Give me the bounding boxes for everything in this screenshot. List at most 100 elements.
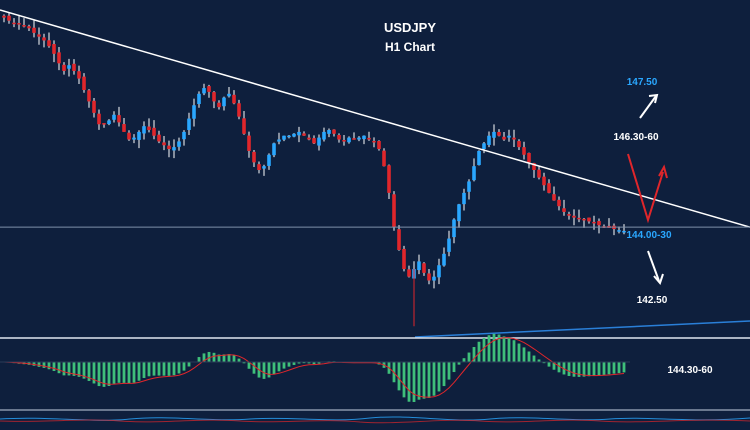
candle-body (112, 114, 116, 120)
candle-body (142, 126, 146, 134)
candle-body (117, 115, 121, 123)
candle-body (552, 194, 556, 201)
candle-body (147, 126, 151, 130)
histogram-bar (522, 347, 526, 362)
candle-body (372, 140, 376, 143)
candle-body (92, 100, 96, 113)
candle-body (502, 136, 506, 140)
histogram-bar (497, 334, 501, 362)
candle-body (362, 135, 366, 140)
candle-body (152, 127, 156, 136)
candle-body (452, 219, 456, 238)
candle-body (567, 214, 571, 216)
histogram-bar (527, 351, 531, 362)
histogram-bar (447, 362, 451, 380)
histogram-bar (607, 362, 611, 375)
histogram-bar (487, 335, 491, 362)
histogram-bar (157, 362, 161, 376)
histogram-bar (492, 333, 496, 362)
histogram-bar (77, 362, 81, 377)
candle-body (192, 105, 196, 119)
candle-body (252, 151, 256, 163)
histogram-bar (507, 337, 511, 362)
candle-body (62, 64, 66, 71)
candle-body (472, 166, 476, 181)
candle-body (327, 130, 331, 134)
candle-body (197, 93, 201, 105)
candle-body (52, 44, 56, 54)
candle-body (37, 34, 41, 37)
candle-body (2, 15, 6, 18)
histogram-bar (317, 362, 321, 364)
histogram-bar (427, 362, 431, 398)
candle-body (467, 181, 471, 192)
histogram-bar (477, 341, 481, 362)
candle-body (597, 221, 601, 226)
projection-red-arrowhead (658, 164, 668, 179)
candle-body (592, 221, 596, 224)
histogram-bar (137, 362, 141, 381)
candle-body (202, 88, 206, 94)
histogram-bar (217, 354, 221, 362)
candle-body (317, 137, 321, 146)
candle-body (447, 238, 451, 252)
candle-body (12, 22, 16, 25)
candle-body (367, 137, 371, 140)
candle-body (107, 120, 111, 125)
annotation-146-30-60: 146.30-60 (613, 132, 658, 143)
histogram-signal-line (3, 337, 625, 398)
candle-body (32, 27, 36, 33)
histogram-bar (207, 351, 211, 362)
histogram-bar (227, 354, 231, 362)
candle-body (27, 26, 31, 29)
candle-body (477, 150, 481, 166)
candle-body (582, 218, 586, 221)
candle-body (517, 141, 521, 148)
candle-body (87, 90, 91, 102)
candle-body (352, 138, 356, 140)
up-target-arrow (639, 95, 657, 119)
histogram-bar (247, 362, 251, 369)
candle-body (622, 230, 626, 233)
histogram-bar (177, 362, 181, 374)
histogram-bar (97, 362, 101, 387)
histogram-bar (287, 362, 291, 367)
histogram-bar (617, 362, 621, 374)
histogram-bar (187, 362, 191, 367)
projection-red-arrow (627, 153, 664, 224)
histogram-bar (592, 362, 596, 376)
candle-body (422, 263, 426, 273)
histogram-bar (267, 362, 271, 378)
candle-body (97, 113, 101, 125)
histogram-bar (242, 362, 246, 364)
candle-body (332, 129, 336, 134)
histogram-bar (237, 358, 241, 362)
histogram-bar (107, 362, 111, 386)
candle-body (557, 199, 561, 207)
candle-body (7, 15, 11, 21)
candle-body (417, 261, 421, 271)
candle-body (217, 102, 221, 108)
candle-body (232, 94, 236, 104)
candle-body (157, 134, 161, 142)
histogram-bar (537, 359, 541, 362)
histogram-bar (562, 362, 566, 375)
histogram-bar (602, 362, 606, 375)
candle-body (82, 76, 86, 90)
candle-body (337, 134, 341, 140)
candle-body (402, 248, 406, 270)
candle-body (17, 23, 21, 25)
candle-body (277, 139, 281, 142)
histogram-bar (297, 362, 301, 364)
chart-title: USDJPY (384, 20, 436, 35)
candle-body (437, 265, 441, 278)
candle-body (57, 52, 61, 64)
histogram-bar (162, 362, 166, 376)
candle-body (322, 131, 326, 140)
histogram-bar (182, 362, 186, 371)
bottom-oscillator-line (0, 416, 750, 421)
candle-body (512, 137, 516, 140)
histogram-bar (542, 362, 546, 364)
candle-body (442, 253, 446, 266)
